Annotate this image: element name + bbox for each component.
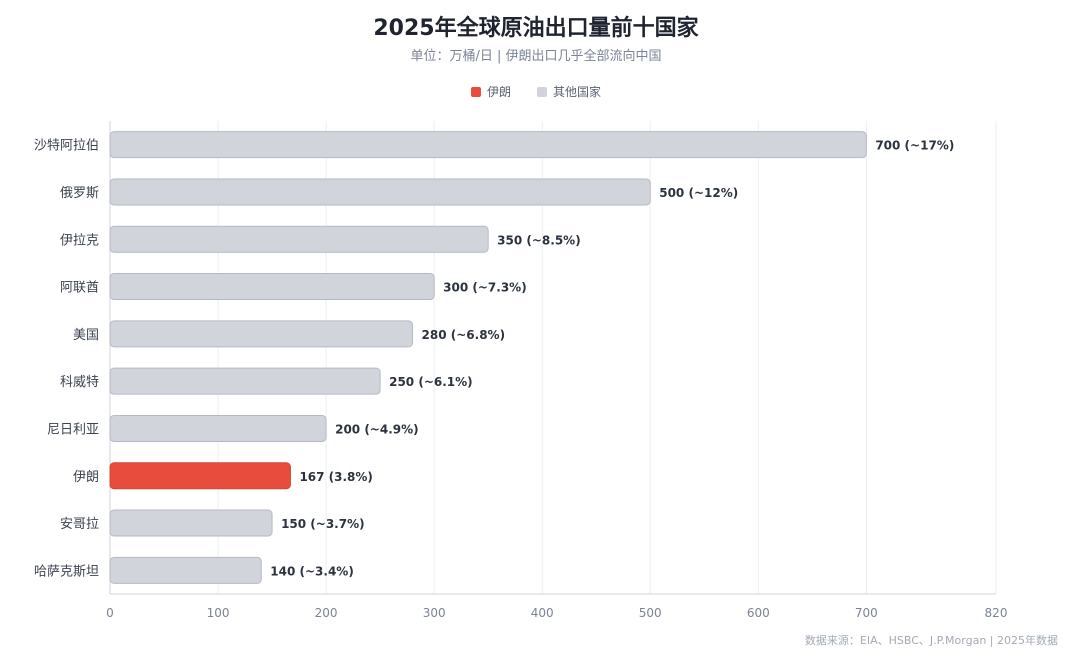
legend-item-iran[interactable]: 伊朗	[470, 83, 511, 100]
bar[interactable]	[109, 367, 381, 395]
x-tick-label: 500	[639, 606, 662, 620]
y-category-label: 美国	[73, 328, 99, 343]
legend-label-others: 其他国家	[553, 85, 602, 99]
data-label: 280 (~6.8%)	[422, 328, 506, 342]
data-label: 500 (~12%)	[659, 186, 738, 200]
chart-title: 2025年全球原油出口量前十国家	[373, 16, 699, 41]
y-category-label: 沙特阿拉伯	[34, 139, 99, 154]
y-category-label: 哈萨克斯坦	[34, 564, 99, 579]
x-tick-label: 300	[423, 606, 446, 620]
x-tick-label: 0	[106, 606, 114, 620]
y-category-label: 阿联酋	[60, 280, 99, 296]
legend-swatch-others	[537, 86, 547, 97]
y-category-label: 俄罗斯	[60, 186, 99, 201]
chart-subtitle: 单位：万桶/日 | 伊朗出口几乎全部流向中国	[410, 49, 662, 64]
legend-swatch-iran	[470, 86, 481, 97]
legend-label-iran: 伊朗	[486, 85, 511, 99]
bar[interactable]	[109, 273, 435, 301]
data-label: 167 (3.8%)	[299, 470, 372, 484]
bar[interactable]	[109, 320, 414, 348]
y-category-label: 科威特	[60, 375, 99, 390]
legend-item-others[interactable]: 其他国家	[537, 83, 601, 100]
data-label: 350 (~8.5%)	[497, 233, 581, 247]
x-tick-label: 600	[747, 606, 770, 620]
bar[interactable]	[109, 131, 867, 159]
bar[interactable]	[109, 509, 273, 537]
y-category-label: 尼日利亚	[47, 422, 99, 437]
data-label: 150 (~3.7%)	[281, 517, 365, 531]
x-tick-label: 200	[315, 606, 338, 620]
y-category-label: 伊朗	[73, 470, 99, 485]
y-category-label: 安哥拉	[60, 517, 99, 532]
bar[interactable]	[109, 178, 651, 206]
x-tick-label: 400	[531, 606, 554, 620]
bar[interactable]	[109, 225, 489, 253]
x-tick-label: 100	[207, 606, 230, 620]
bar[interactable]	[109, 414, 327, 442]
x-tick-label: 700	[855, 606, 878, 620]
legend: 伊朗 其他国家	[0, 83, 1072, 100]
y-category-label: 伊拉克	[60, 233, 99, 248]
data-source: 数据来源：EIA、HSBC、J.P.Morgan | 2025年数据	[804, 634, 1058, 647]
data-label: 300 (~7.3%)	[443, 281, 527, 295]
data-label: 200 (~4.9%)	[335, 422, 419, 436]
data-label: 700 (~17%)	[875, 139, 954, 153]
bar[interactable]	[109, 556, 262, 584]
data-label: 140 (~3.4%)	[270, 564, 354, 578]
data-label: 250 (~6.1%)	[389, 375, 473, 389]
bar-highlight[interactable]	[109, 462, 291, 490]
x-tick-label: 820	[985, 606, 1008, 620]
